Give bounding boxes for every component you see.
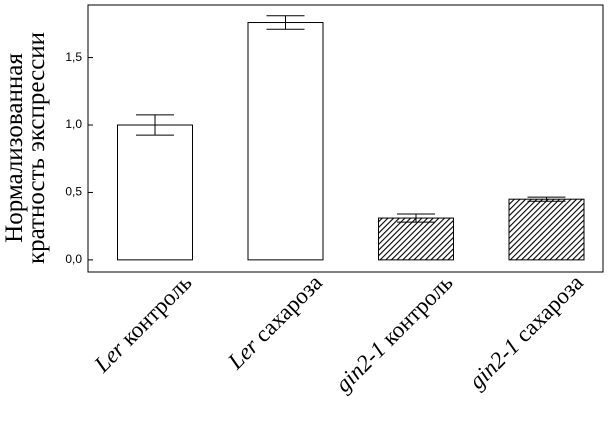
y-tick-label: 0,5 — [65, 185, 82, 199]
y-tick-label: 0,0 — [65, 252, 82, 266]
bar — [117, 124, 193, 261]
bar — [378, 217, 454, 261]
x-tick-label: gin2-1 сахароза — [464, 270, 588, 394]
plot-frame — [87, 4, 604, 273]
x-tick-label: Ler контроль — [89, 270, 197, 378]
y-axis-label: Нормализованная — [1, 53, 28, 243]
y-tick-label: 1,5 — [65, 50, 82, 64]
bar — [247, 22, 324, 261]
y-axis-label: кратность экспрессии — [23, 32, 50, 264]
x-tick-label: gin2-1 контроль — [331, 270, 458, 397]
y-tick-label: 1,0 — [65, 117, 82, 131]
x-tick-label: Ler сахароза — [222, 270, 327, 375]
bar — [508, 198, 585, 261]
